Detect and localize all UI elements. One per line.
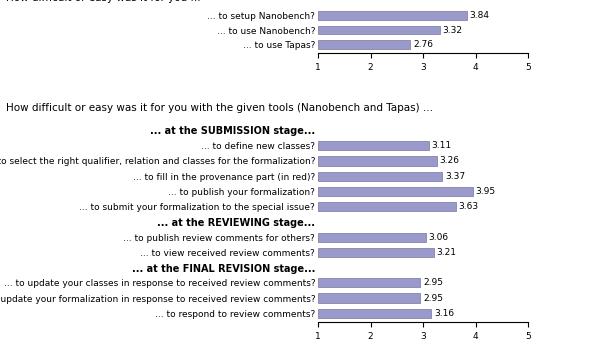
Bar (318, 278, 421, 287)
Bar (318, 248, 434, 257)
Bar (318, 40, 410, 49)
Text: 3.26: 3.26 (439, 156, 459, 165)
Text: 3.16: 3.16 (434, 309, 454, 318)
Text: 2.76: 2.76 (413, 40, 433, 49)
Text: 3.63: 3.63 (459, 202, 479, 211)
Bar (318, 233, 426, 242)
Text: How difficult or easy was it for you with the given tools (Nanobench and Tapas) : How difficult or easy was it for you wit… (6, 103, 433, 113)
Text: 3.21: 3.21 (437, 248, 457, 257)
Text: How difficult or easy was it for you ...: How difficult or easy was it for you ... (6, 0, 200, 3)
Text: 3.06: 3.06 (429, 233, 449, 241)
Bar (318, 26, 440, 34)
Text: 3.11: 3.11 (431, 141, 452, 150)
Bar (318, 156, 437, 166)
Bar (318, 141, 429, 150)
Bar (318, 294, 421, 303)
Text: 2.95: 2.95 (423, 294, 443, 303)
Text: 3.95: 3.95 (476, 187, 496, 196)
Text: 3.84: 3.84 (470, 11, 490, 20)
Bar (318, 309, 431, 318)
Bar (318, 172, 442, 181)
Text: 3.37: 3.37 (445, 172, 465, 181)
Bar (318, 187, 473, 196)
Bar (318, 202, 456, 211)
Bar (318, 11, 467, 20)
Text: 2.95: 2.95 (423, 278, 443, 287)
Text: 3.32: 3.32 (442, 26, 463, 35)
